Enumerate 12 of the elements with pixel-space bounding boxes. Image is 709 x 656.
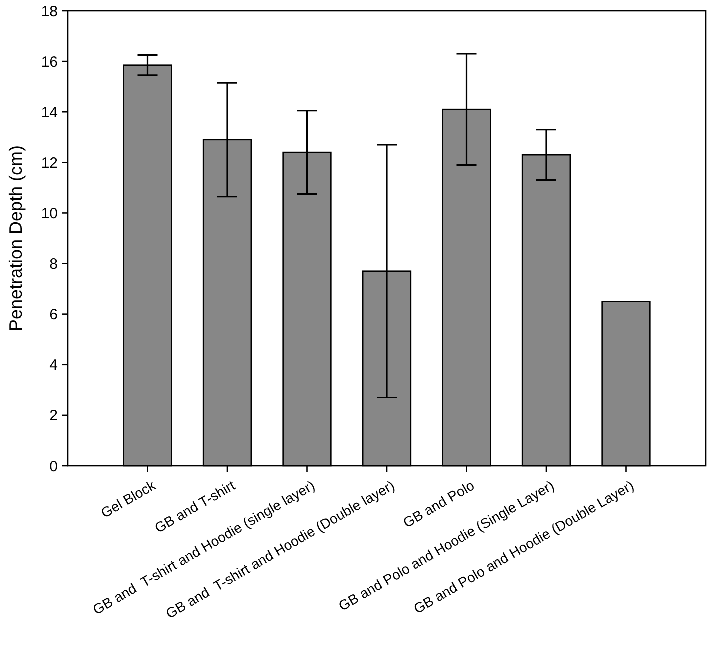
y-tick-label: 4 [50, 357, 58, 374]
y-tick-label: 18 [41, 3, 58, 20]
y-tick-label: 14 [41, 104, 58, 122]
y-tick-label: 6 [50, 306, 58, 324]
y-tick-label: 10 [41, 205, 58, 222]
y-tick-label: 8 [50, 256, 58, 274]
y-axis-title: Penetration Depth (cm) [6, 145, 26, 332]
y-tick-label: 2 [50, 408, 58, 425]
y-tick-label: 12 [41, 154, 58, 172]
y-tick-label: 0 [50, 458, 58, 476]
y-tick-label: 16 [41, 54, 58, 71]
x-tick-label: Gel Block [98, 476, 160, 522]
